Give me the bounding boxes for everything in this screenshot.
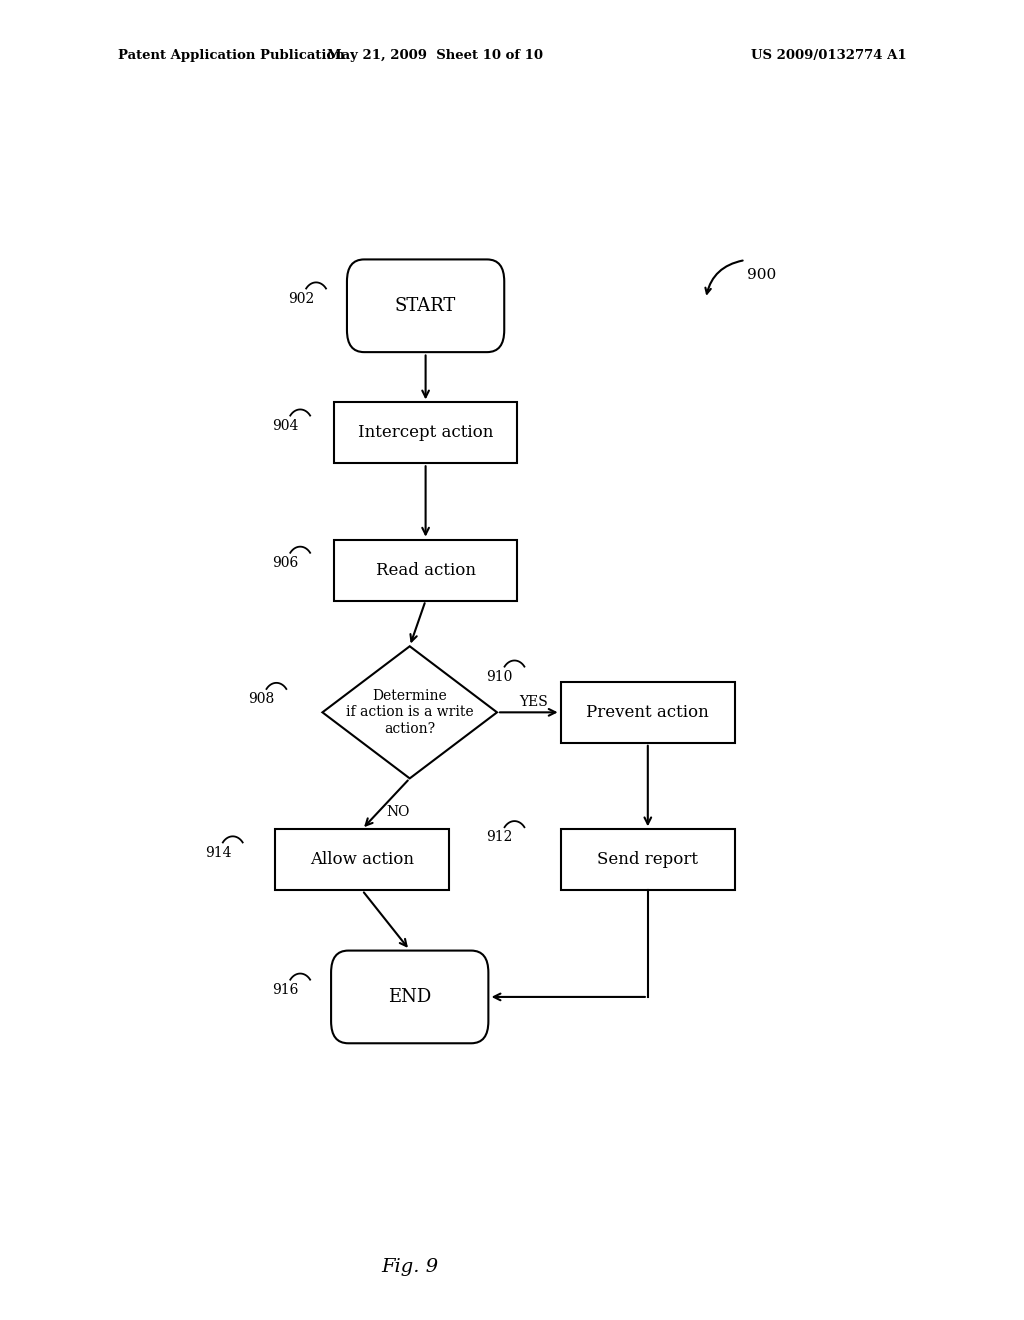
Text: 902: 902	[288, 292, 314, 306]
Text: Intercept action: Intercept action	[358, 424, 494, 441]
Text: Allow action: Allow action	[310, 851, 414, 869]
Text: START: START	[395, 297, 457, 314]
Bar	[334, 540, 517, 601]
Text: YES: YES	[519, 696, 548, 709]
Text: 910: 910	[486, 669, 513, 684]
Text: END: END	[388, 987, 431, 1006]
FancyBboxPatch shape	[331, 950, 488, 1043]
Text: 908: 908	[249, 692, 274, 706]
Bar	[560, 682, 735, 743]
Bar	[274, 829, 450, 890]
Text: 904: 904	[272, 418, 299, 433]
FancyBboxPatch shape	[347, 260, 504, 352]
Bar	[560, 829, 735, 890]
Text: 916: 916	[272, 983, 299, 997]
Text: Determine
if action is a write
action?: Determine if action is a write action?	[346, 689, 473, 735]
Text: 914: 914	[205, 846, 231, 859]
Text: 906: 906	[272, 556, 299, 570]
Text: Prevent action: Prevent action	[587, 704, 710, 721]
Text: 900: 900	[748, 268, 776, 282]
Text: NO: NO	[386, 805, 410, 818]
Text: Fig. 9: Fig. 9	[381, 1258, 438, 1276]
Text: US 2009/0132774 A1: US 2009/0132774 A1	[751, 49, 906, 62]
Text: May 21, 2009  Sheet 10 of 10: May 21, 2009 Sheet 10 of 10	[328, 49, 543, 62]
Text: Read action: Read action	[376, 561, 475, 578]
Text: 912: 912	[486, 830, 513, 845]
Bar	[334, 403, 517, 463]
Text: Send report: Send report	[597, 851, 698, 869]
Text: Patent Application Publication: Patent Application Publication	[118, 49, 344, 62]
Polygon shape	[323, 647, 497, 779]
